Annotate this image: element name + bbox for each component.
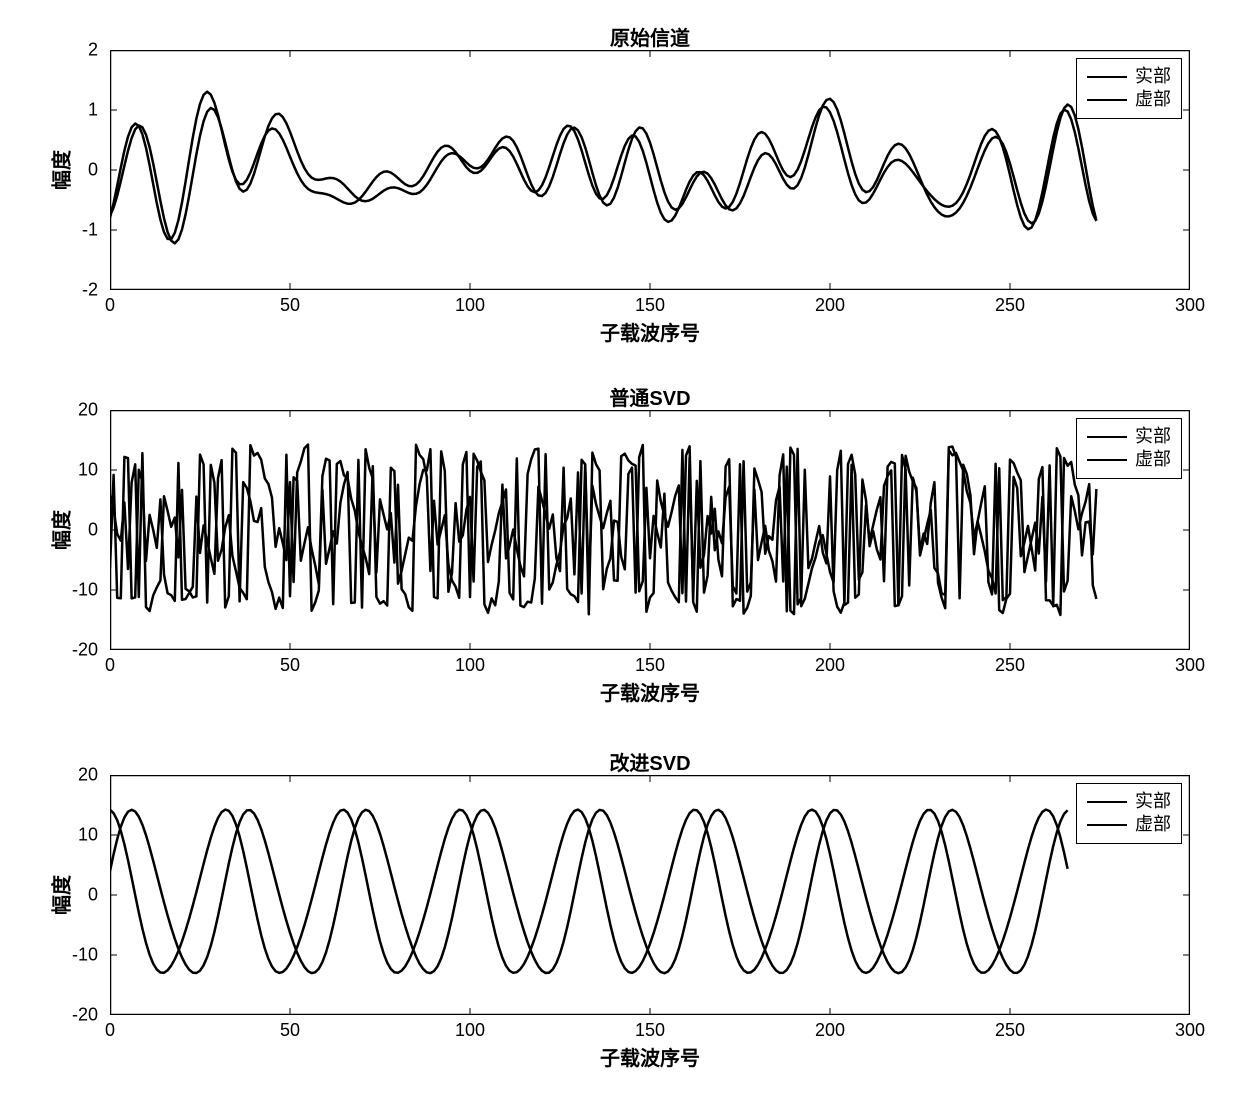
y-tick-label: 10 bbox=[78, 825, 98, 846]
y-tick-label: -10 bbox=[72, 580, 98, 601]
x-tick-label: 250 bbox=[995, 1020, 1025, 1041]
subplot-sp2: 普通SVD幅度子载波序号050100150200250300-20-100102… bbox=[110, 410, 1190, 650]
plot-title: 普通SVD bbox=[110, 382, 1190, 411]
x-tick-label: 0 bbox=[105, 1020, 115, 1041]
subplot-sp1: 原始信道幅度子载波序号050100150200250300-2-1012实部虚部 bbox=[110, 50, 1190, 290]
axes-svg bbox=[110, 410, 1190, 650]
x-tick-label: 50 bbox=[280, 1020, 300, 1041]
y-tick-label: -2 bbox=[82, 280, 98, 301]
series-a_imag bbox=[110, 99, 1096, 244]
x-tick-label: 50 bbox=[280, 295, 300, 316]
x-axis-label: 子载波序号 bbox=[110, 1042, 1190, 1071]
legend-label: 虚部 bbox=[1135, 448, 1171, 471]
y-tick-label: 0 bbox=[88, 160, 98, 181]
figure-container: 原始信道幅度子载波序号050100150200250300-2-1012实部虚部… bbox=[0, 0, 1240, 1105]
y-tick-label: 20 bbox=[78, 400, 98, 421]
x-tick-label: 100 bbox=[455, 1020, 485, 1041]
legend-label: 虚部 bbox=[1135, 88, 1171, 111]
legend-label: 虚部 bbox=[1135, 813, 1171, 836]
legend-swatch bbox=[1087, 436, 1127, 438]
legend-label: 实部 bbox=[1135, 790, 1171, 813]
legend: 实部虚部 bbox=[1076, 58, 1182, 119]
y-tick-label: 0 bbox=[88, 885, 98, 906]
x-tick-label: 50 bbox=[280, 655, 300, 676]
legend-row: 实部 bbox=[1087, 65, 1171, 88]
legend-label: 实部 bbox=[1135, 65, 1171, 88]
x-tick-label: 300 bbox=[1175, 295, 1205, 316]
legend-label: 实部 bbox=[1135, 425, 1171, 448]
y-tick-label: -1 bbox=[82, 220, 98, 241]
x-tick-label: 300 bbox=[1175, 655, 1205, 676]
series-c_real bbox=[110, 810, 1068, 973]
x-tick-label: 150 bbox=[635, 655, 665, 676]
x-tick-label: 200 bbox=[815, 1020, 845, 1041]
legend-row: 实部 bbox=[1087, 790, 1171, 813]
x-axis-label: 子载波序号 bbox=[110, 677, 1190, 706]
subplot-sp3: 改进SVD幅度子载波序号050100150200250300-20-100102… bbox=[110, 775, 1190, 1015]
plot-title: 原始信道 bbox=[110, 22, 1190, 51]
x-tick-label: 200 bbox=[815, 295, 845, 316]
y-tick-label: 2 bbox=[88, 40, 98, 61]
y-tick-label: 0 bbox=[88, 520, 98, 541]
x-tick-label: 100 bbox=[455, 655, 485, 676]
y-axis-label: 幅度 bbox=[46, 150, 75, 190]
legend-swatch bbox=[1087, 824, 1127, 826]
legend-row: 虚部 bbox=[1087, 448, 1171, 471]
legend-swatch bbox=[1087, 76, 1127, 78]
legend-swatch bbox=[1087, 801, 1127, 803]
legend-swatch bbox=[1087, 99, 1127, 101]
y-tick-label: 1 bbox=[88, 100, 98, 121]
y-axis-label: 幅度 bbox=[46, 510, 75, 550]
x-tick-label: 150 bbox=[635, 295, 665, 316]
y-tick-label: 10 bbox=[78, 460, 98, 481]
legend-swatch bbox=[1087, 459, 1127, 461]
x-tick-label: 100 bbox=[455, 295, 485, 316]
x-tick-label: 250 bbox=[995, 295, 1025, 316]
legend-row: 实部 bbox=[1087, 425, 1171, 448]
x-tick-label: 0 bbox=[105, 295, 115, 316]
y-tick-label: 20 bbox=[78, 765, 98, 786]
x-tick-label: 150 bbox=[635, 1020, 665, 1041]
axes-svg bbox=[110, 50, 1190, 290]
legend: 实部虚部 bbox=[1076, 783, 1182, 844]
x-tick-label: 200 bbox=[815, 655, 845, 676]
y-tick-label: -20 bbox=[72, 1005, 98, 1026]
x-tick-label: 0 bbox=[105, 655, 115, 676]
legend-row: 虚部 bbox=[1087, 813, 1171, 836]
legend: 实部虚部 bbox=[1076, 418, 1182, 479]
plot-title: 改进SVD bbox=[110, 747, 1190, 776]
y-tick-label: -10 bbox=[72, 945, 98, 966]
x-tick-label: 250 bbox=[995, 655, 1025, 676]
y-tick-label: -20 bbox=[72, 640, 98, 661]
x-axis-label: 子载波序号 bbox=[110, 317, 1190, 346]
x-tick-label: 300 bbox=[1175, 1020, 1205, 1041]
legend-row: 虚部 bbox=[1087, 88, 1171, 111]
y-axis-label: 幅度 bbox=[46, 875, 75, 915]
axes-svg bbox=[110, 775, 1190, 1015]
